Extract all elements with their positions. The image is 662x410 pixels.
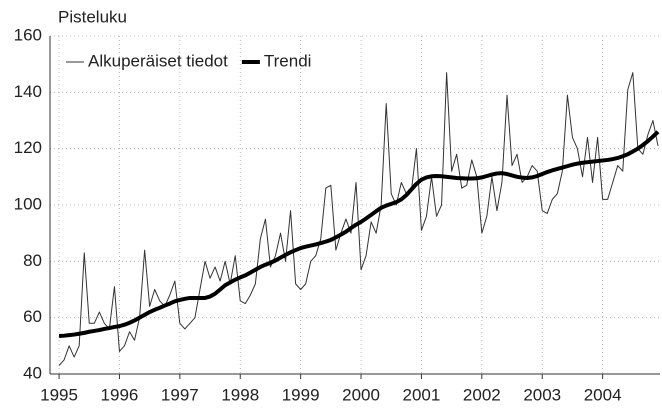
x-tick-label: 2001 [403, 385, 441, 404]
y-tick-label: 60 [23, 307, 42, 326]
series-line [58, 130, 660, 338]
y-axis-label: Pisteluku [58, 7, 127, 26]
series-line [58, 72, 659, 366]
legend-label: Trendi [264, 51, 312, 70]
y-tick-label: 160 [14, 25, 42, 44]
y-tick-label: 40 [23, 363, 42, 382]
x-tick-label: 2000 [342, 385, 380, 404]
x-tick-label: 1995 [40, 385, 78, 404]
x-tick-label: 1996 [101, 385, 139, 404]
x-tick-label: 2004 [584, 385, 622, 404]
x-tick-label: 2002 [463, 385, 501, 404]
x-tick-label: 2003 [523, 385, 561, 404]
x-tick-label: 1997 [161, 385, 199, 404]
legend-label: Alkuperäiset tiedot [88, 51, 228, 70]
y-tick-label: 120 [14, 138, 42, 157]
y-tick-label: 100 [14, 194, 42, 213]
y-tick-label: 80 [23, 251, 42, 270]
y-tick-label: 140 [14, 82, 42, 101]
x-tick-label: 1998 [221, 385, 259, 404]
x-tick-label: 1999 [282, 385, 320, 404]
